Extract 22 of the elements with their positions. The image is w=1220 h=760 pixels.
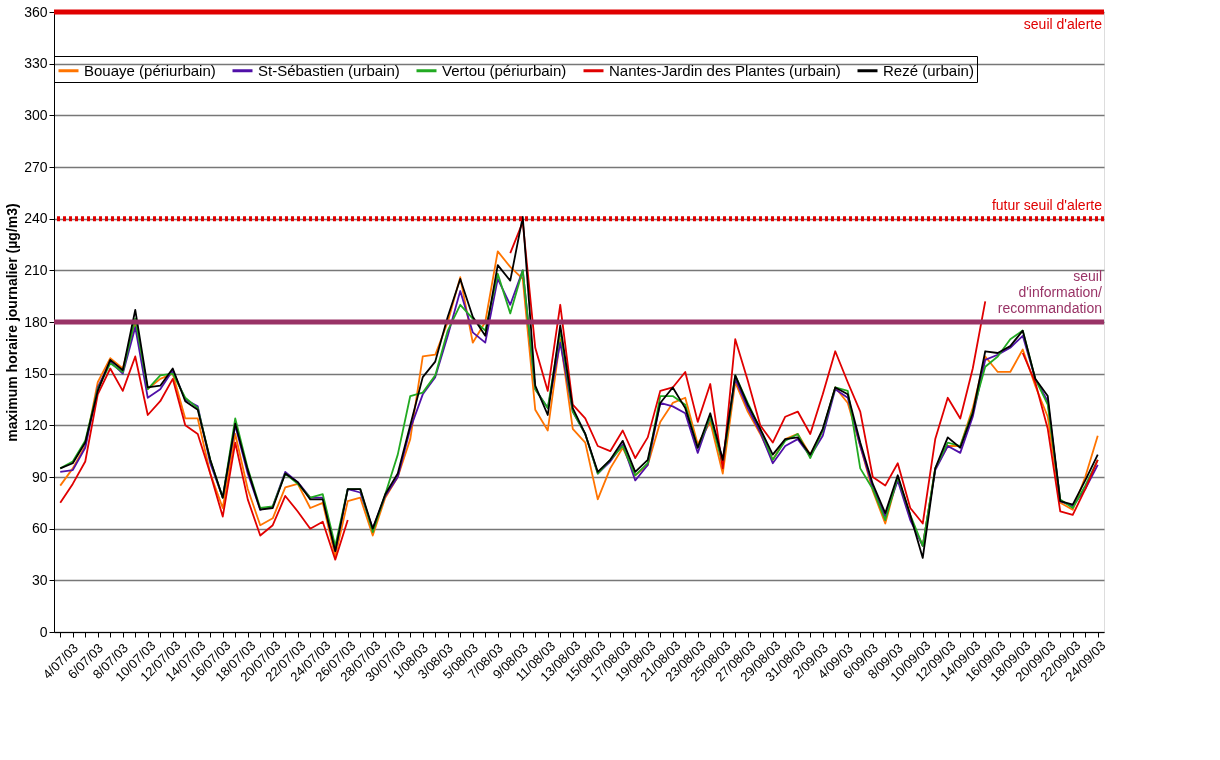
- y-tick-label: 180: [24, 313, 48, 330]
- y-tick-label: 270: [24, 158, 48, 175]
- legend-label: Vertou (périurbain): [442, 61, 567, 79]
- legend-label: Bouaye (périurbain): [84, 61, 216, 79]
- y-tick-label: 150: [24, 365, 48, 382]
- y-tick-label: 120: [24, 416, 48, 433]
- y-tick-label: 30: [31, 571, 48, 588]
- y-tick-label: 240: [24, 210, 48, 227]
- y-tick-label: 60: [31, 520, 48, 537]
- ref-line-label: seuil d'alerte: [1023, 16, 1103, 32]
- y-tick-label: 210: [24, 261, 48, 278]
- ref-line-label: futur seuil d'alerte: [991, 196, 1103, 213]
- legend-label: St-Sébastien (urbain): [258, 61, 400, 79]
- ref-line-label: seuil d'information/ recommandation: [997, 268, 1103, 316]
- y-tick-label: 360: [24, 3, 48, 20]
- legend-label: Rezé (urbain): [883, 61, 974, 79]
- y-tick-label: 90: [31, 468, 48, 485]
- legend-label: Nantes-Jardin des Plantes (urbain): [609, 61, 841, 79]
- y-tick-label: 0: [39, 623, 48, 640]
- y-tick-label: 300: [24, 106, 48, 123]
- y-axis-title: maximum horaire journalier (µg/m3): [4, 203, 21, 442]
- y-tick-label: 330: [24, 55, 48, 72]
